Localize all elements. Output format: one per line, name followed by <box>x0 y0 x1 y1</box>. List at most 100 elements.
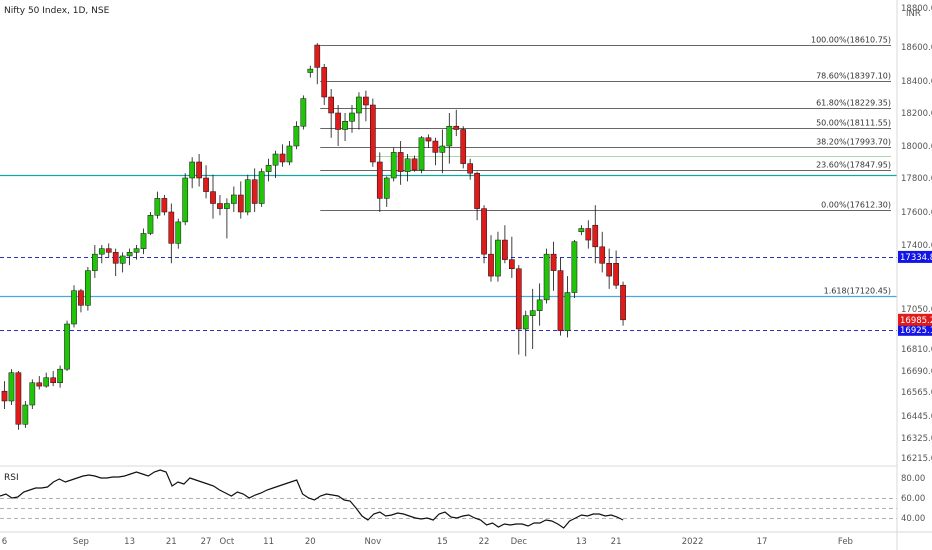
candle-body-up <box>404 158 411 172</box>
candle-body-up <box>495 239 501 277</box>
candle-body-down <box>196 161 202 179</box>
time-tick-label: Sep <box>73 537 89 547</box>
candle <box>57 365 63 388</box>
candle-body-up <box>383 177 390 199</box>
time-tick-label: 13 <box>576 537 587 547</box>
candle <box>272 150 279 178</box>
candle <box>119 252 126 273</box>
candle-body-up <box>536 299 543 311</box>
candle-body-up <box>29 382 36 406</box>
candle <box>425 134 432 148</box>
candle <box>265 158 272 182</box>
candle-body-up <box>43 377 50 387</box>
candle-body-up <box>522 315 529 330</box>
candle <box>585 220 592 249</box>
candle-body-down <box>620 284 626 321</box>
price-label-box: 16985.20 <box>898 313 932 326</box>
time-tick-label: 6 <box>2 537 7 547</box>
fib-label: 50.00%(18111.55) <box>816 119 891 128</box>
candle-body-up <box>140 233 147 249</box>
time-tick-label: Nov <box>365 537 382 547</box>
candle-body-up <box>439 145 446 153</box>
price-label-box: 17334.85 <box>898 250 932 263</box>
candle-body-up <box>349 112 355 122</box>
candle-body-up <box>154 198 161 216</box>
candle-body-down <box>425 137 432 142</box>
price-tick-label: 16810.00 <box>901 345 932 355</box>
candle <box>411 155 418 172</box>
candle-body-up <box>390 152 397 179</box>
candle <box>231 186 237 212</box>
price-label-text: 16925.15 <box>900 326 932 336</box>
price-tick-label: 16690.00 <box>901 367 932 377</box>
candle-body-up <box>64 323 70 370</box>
candle-body-down <box>15 372 22 425</box>
candle-body-up <box>92 253 98 271</box>
candle-body-down <box>161 198 168 213</box>
candle <box>8 369 15 405</box>
candle-body-down <box>397 152 404 172</box>
candle <box>481 205 487 264</box>
candle <box>286 141 293 166</box>
candle-body-down <box>481 208 487 255</box>
candle <box>613 250 619 289</box>
candle <box>606 248 612 289</box>
candle <box>279 144 286 167</box>
candle <box>321 64 328 105</box>
candle-body-up <box>258 171 265 204</box>
candle-body-up <box>529 310 536 316</box>
candle-body-down <box>411 158 418 171</box>
candle <box>112 248 119 277</box>
price-tick-label: 18200.00 <box>901 109 932 119</box>
candle-body-up <box>98 248 105 255</box>
candle <box>467 158 473 180</box>
rsi-line <box>0 469 624 529</box>
candle <box>300 95 307 130</box>
candle <box>314 43 321 85</box>
candle <box>536 283 543 326</box>
candle <box>15 371 22 430</box>
candle <box>78 288 84 313</box>
candle <box>307 65 314 78</box>
candle <box>550 241 557 291</box>
candle <box>453 109 460 137</box>
candle-body-up <box>578 228 585 233</box>
candle <box>217 195 223 216</box>
rsi-tick-label: 60.00 <box>901 494 925 504</box>
candle-body-down <box>217 203 223 209</box>
candle <box>383 176 390 207</box>
candle <box>404 154 411 182</box>
candle-body-down <box>78 290 84 306</box>
candle-body-down <box>237 194 244 213</box>
candle <box>105 243 112 258</box>
candle <box>509 236 515 278</box>
candle <box>328 89 334 138</box>
price-label-text: 17334.85 <box>900 253 932 263</box>
candle <box>599 231 606 273</box>
candle <box>592 205 599 264</box>
time-tick-label: 17 <box>757 537 768 547</box>
candle <box>126 248 133 266</box>
candle <box>418 136 425 174</box>
candle <box>189 157 196 189</box>
candle-body-down <box>314 44 321 68</box>
candle-body-up <box>418 137 425 171</box>
time-tick-label: 22 <box>479 537 490 547</box>
candle <box>342 113 348 142</box>
candle <box>370 98 376 167</box>
time-tick-label: Feb <box>838 537 853 547</box>
candle <box>147 212 154 236</box>
candle-body-up <box>126 252 133 257</box>
price-label-bg <box>898 313 932 326</box>
candle-body-up <box>300 98 307 127</box>
candle-body-down <box>432 140 439 153</box>
fib-label: 38.20%(17993.70) <box>816 138 891 147</box>
candle <box>22 401 29 428</box>
candle-body-down <box>585 228 592 241</box>
price-tick-label: 17800.00 <box>901 174 932 184</box>
candle <box>224 198 230 239</box>
candle <box>175 218 182 249</box>
candle-body-up <box>286 145 293 163</box>
